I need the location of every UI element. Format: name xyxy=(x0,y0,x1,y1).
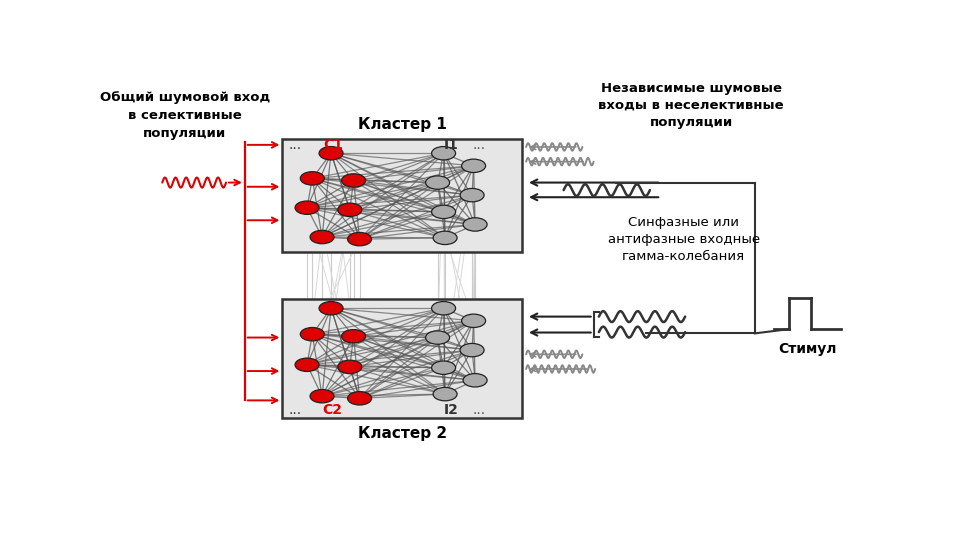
Text: ...: ... xyxy=(288,138,302,152)
Circle shape xyxy=(426,331,449,344)
Text: C2: C2 xyxy=(322,403,342,417)
Bar xyxy=(283,139,523,252)
Text: C1: C1 xyxy=(323,138,344,152)
Circle shape xyxy=(300,172,324,185)
Circle shape xyxy=(342,174,366,187)
Circle shape xyxy=(460,188,484,202)
Circle shape xyxy=(433,387,457,401)
Text: I1: I1 xyxy=(443,138,459,152)
Circle shape xyxy=(462,314,486,327)
Text: Синфазные или
антифазные входные
гамма-колебания: Синфазные или антифазные входные гамма-к… xyxy=(608,216,760,263)
Circle shape xyxy=(432,205,456,219)
Text: Независимые шумовые
входы в неселективные
популяции: Независимые шумовые входы в неселективны… xyxy=(598,82,784,129)
Circle shape xyxy=(426,176,449,189)
Circle shape xyxy=(310,230,334,244)
Circle shape xyxy=(348,392,372,405)
Text: Стимул: Стимул xyxy=(778,342,836,356)
Circle shape xyxy=(300,327,324,341)
Circle shape xyxy=(319,301,343,315)
Circle shape xyxy=(463,218,487,231)
Circle shape xyxy=(432,301,456,315)
Text: ...: ... xyxy=(472,403,485,417)
Circle shape xyxy=(319,146,343,160)
Text: Кластер 1: Кластер 1 xyxy=(358,118,447,132)
Circle shape xyxy=(342,330,366,343)
Circle shape xyxy=(295,201,319,214)
Text: ...: ... xyxy=(472,138,485,152)
Text: ...: ... xyxy=(288,403,302,417)
Bar xyxy=(283,299,523,418)
Circle shape xyxy=(433,231,457,245)
Circle shape xyxy=(432,361,456,374)
Circle shape xyxy=(432,146,456,160)
Text: Общий шумовой вход
в селективные
популяции: Общий шумовой вход в селективные популяц… xyxy=(100,91,270,140)
Circle shape xyxy=(460,343,484,357)
Text: I2: I2 xyxy=(443,403,459,417)
Circle shape xyxy=(338,203,362,217)
Circle shape xyxy=(338,360,362,374)
Circle shape xyxy=(310,390,334,403)
Circle shape xyxy=(463,374,487,387)
Circle shape xyxy=(348,232,372,246)
Circle shape xyxy=(462,159,486,172)
Text: Кластер 2: Кластер 2 xyxy=(358,425,447,441)
Circle shape xyxy=(295,358,319,372)
